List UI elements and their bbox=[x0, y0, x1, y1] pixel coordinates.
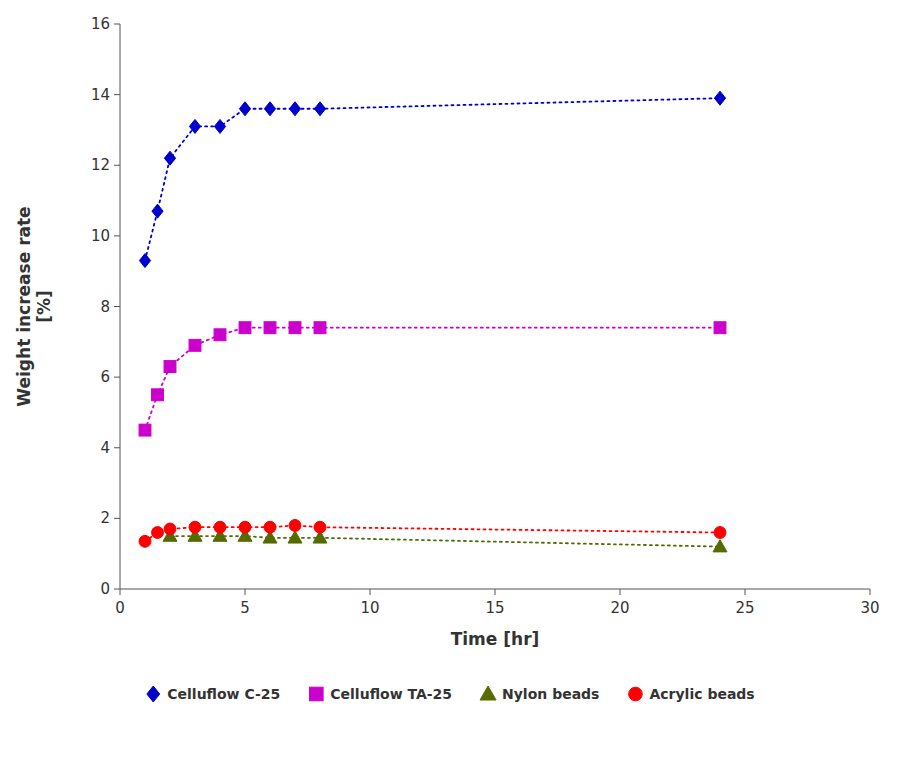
y-tick bbox=[114, 589, 120, 590]
data-point bbox=[264, 102, 275, 116]
x-tick-label: 25 bbox=[735, 599, 754, 617]
x-tick bbox=[370, 589, 371, 595]
data-point bbox=[189, 521, 201, 533]
y-tick bbox=[114, 377, 120, 378]
x-tick bbox=[870, 589, 871, 595]
data-point bbox=[214, 329, 226, 341]
x-tick-label: 30 bbox=[860, 599, 879, 617]
data-point bbox=[289, 519, 301, 531]
data-point bbox=[289, 322, 301, 334]
x-tick bbox=[745, 589, 746, 595]
chart-container: 0 5 10 15 20 25 30 0 2 4 6 8 10 12 14 16 Time [hr] Weight… bbox=[0, 0, 900, 759]
y-axis-title-line: [%] bbox=[34, 290, 54, 323]
data-point bbox=[239, 102, 250, 116]
y-axis-title: Weight increase rate[%] bbox=[14, 206, 54, 406]
data-point bbox=[239, 322, 251, 334]
data-point bbox=[214, 119, 225, 133]
y-tick-label: 4 bbox=[100, 439, 110, 457]
y-axis-title-line: Weight increase rate bbox=[14, 206, 34, 406]
legend-marker bbox=[147, 686, 160, 702]
data-point bbox=[264, 322, 276, 334]
y-tick bbox=[114, 518, 120, 519]
y-tick-label: 10 bbox=[91, 227, 110, 245]
data-point bbox=[314, 322, 326, 334]
legend-marker bbox=[310, 687, 324, 701]
data-point bbox=[289, 102, 300, 116]
x-tick bbox=[245, 589, 246, 595]
data-point bbox=[189, 119, 200, 133]
data-point bbox=[152, 204, 163, 218]
data-point bbox=[139, 254, 150, 268]
legend: Celluflow C-25 Celluflow TA-25 Nylon beads… bbox=[147, 686, 755, 702]
legend-marker bbox=[480, 686, 496, 700]
axes: 0 5 10 15 20 25 30 0 2 4 6 8 10 12 14 16 Time [hr] Weight… bbox=[14, 15, 880, 649]
data-point bbox=[152, 389, 164, 401]
y-tick-label: 8 bbox=[100, 298, 110, 316]
series bbox=[139, 322, 726, 436]
data-point bbox=[713, 540, 727, 552]
plot-area bbox=[139, 91, 727, 552]
data-point bbox=[152, 527, 164, 539]
data-point bbox=[264, 521, 276, 533]
y-tick-label: 16 bbox=[91, 15, 110, 33]
chart-svg: 0 5 10 15 20 25 30 0 2 4 6 8 10 12 14 16 Time [hr] Weight… bbox=[0, 0, 900, 759]
data-point bbox=[214, 521, 226, 533]
data-point bbox=[714, 91, 725, 105]
y-tick-label: 12 bbox=[91, 156, 110, 174]
y-tick-label: 14 bbox=[91, 86, 110, 104]
y-tick-label: 0 bbox=[100, 580, 110, 598]
y-tick bbox=[114, 235, 120, 236]
y-tick bbox=[114, 165, 120, 166]
data-point bbox=[714, 527, 726, 539]
data-point bbox=[239, 521, 251, 533]
legend-item: Nylon beads bbox=[480, 686, 599, 702]
x-tick-label: 20 bbox=[610, 599, 629, 617]
data-point bbox=[164, 523, 176, 535]
x-tick-label: 15 bbox=[485, 599, 504, 617]
y-tick bbox=[114, 306, 120, 307]
legend-label: Acrylic beads bbox=[649, 686, 754, 702]
data-point bbox=[164, 151, 175, 165]
data-point bbox=[139, 424, 151, 436]
y-tick bbox=[114, 447, 120, 448]
data-point bbox=[288, 531, 302, 543]
x-tick-label: 10 bbox=[360, 599, 379, 617]
x-tick-label: 5 bbox=[240, 599, 250, 617]
data-point bbox=[189, 339, 201, 351]
legend-label: Nylon beads bbox=[502, 686, 599, 702]
series-line bbox=[145, 98, 720, 260]
x-tick bbox=[620, 589, 621, 595]
data-point bbox=[139, 535, 151, 547]
y-tick-label: 2 bbox=[100, 509, 110, 527]
legend-marker bbox=[629, 687, 643, 701]
y-tick bbox=[114, 94, 120, 95]
x-axis-title: Time [hr] bbox=[451, 629, 540, 649]
series-line bbox=[145, 328, 720, 430]
y-tick-label: 6 bbox=[100, 368, 110, 386]
y-tick bbox=[114, 24, 120, 25]
series-line bbox=[145, 525, 720, 541]
x-tick bbox=[495, 589, 496, 595]
data-point bbox=[714, 322, 726, 334]
x-tick bbox=[120, 589, 121, 595]
series bbox=[139, 91, 725, 267]
data-point bbox=[314, 102, 325, 116]
legend-item: Acrylic beads bbox=[629, 686, 755, 702]
legend-label: Celluflow C-25 bbox=[167, 686, 280, 702]
data-point bbox=[314, 521, 326, 533]
legend-item: Celluflow C-25 bbox=[147, 686, 280, 702]
data-point bbox=[164, 361, 176, 373]
legend-label: Celluflow TA-25 bbox=[330, 686, 452, 702]
x-tick-label: 0 bbox=[115, 599, 125, 617]
legend-item: Celluflow TA-25 bbox=[310, 686, 453, 702]
series bbox=[139, 519, 726, 547]
